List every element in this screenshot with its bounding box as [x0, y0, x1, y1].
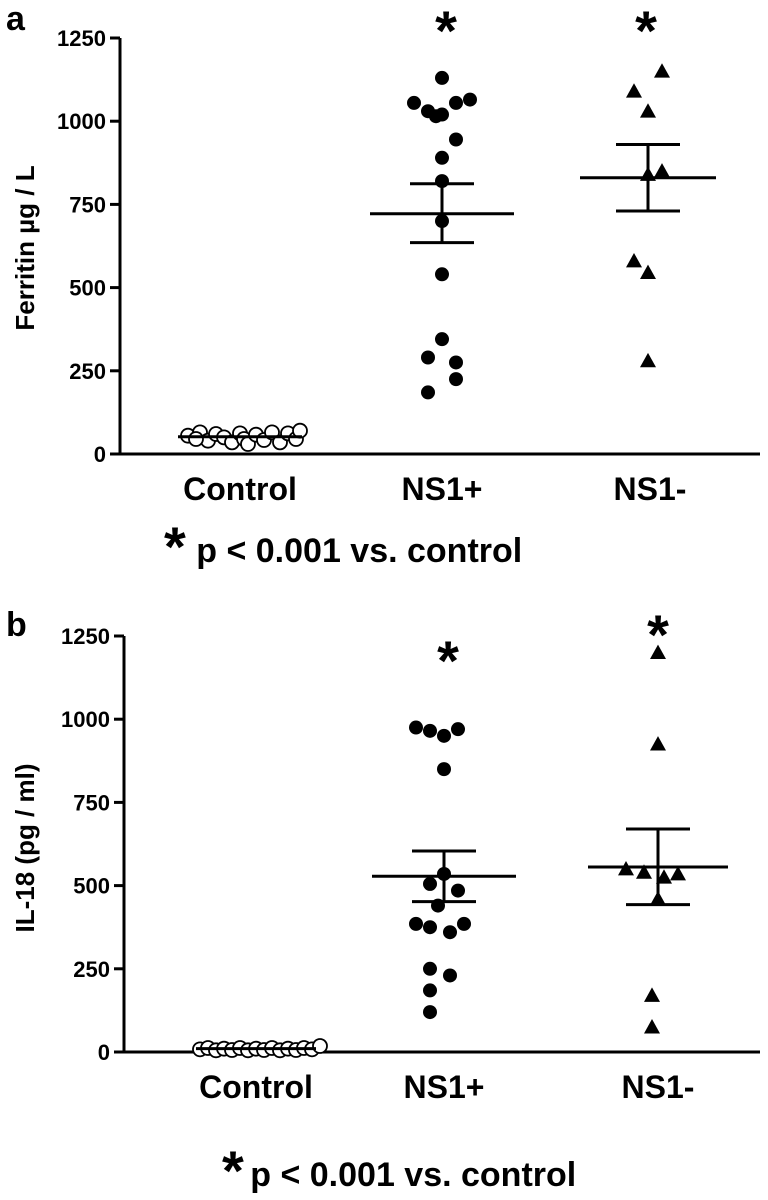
panel-a-significance-ns1-pos: * [435, 0, 457, 62]
data-point-ns1-pos [423, 723, 437, 738]
data-point-ns1-pos [435, 332, 449, 347]
data-point-ns1-neg [644, 1019, 660, 1034]
data-point-ns1-neg [650, 736, 666, 751]
panel-b-x-tick-control: Control [199, 1069, 313, 1105]
panel-b-label: b [6, 606, 27, 644]
panel-b-il18: b IL-18 (pg / ml) 0 250 500 750 1000 1250 Con… [6, 603, 760, 1200]
data-point-ns1-neg [636, 864, 652, 879]
data-point-ns1-pos [449, 355, 463, 370]
data-point-ns1-pos [421, 350, 435, 365]
panel-a-y-ticks: 0 250 500 750 1000 1250 [57, 26, 120, 467]
panel-a-ferritin: a Ferritin µg / L 0 250 500 750 1000 1250 Con… [6, 0, 760, 578]
data-point-ns1-neg [656, 869, 672, 884]
panel-b-footnote: * p < 0.001 vs. control [222, 1139, 576, 1200]
y-tick-label: 0 [98, 1040, 110, 1065]
panel-a-data-points [180, 63, 670, 452]
data-point-ns1-pos [451, 722, 465, 737]
panel-a-significance-ns1-neg: * [635, 0, 657, 62]
y-tick-label: 1250 [61, 624, 110, 649]
y-tick-label: 250 [73, 957, 110, 982]
y-tick-label: 1250 [57, 26, 106, 51]
y-tick-label: 1000 [57, 109, 106, 134]
data-point-ns1-neg [644, 987, 660, 1002]
y-tick-label: 500 [73, 874, 110, 899]
data-point-ns1-neg [640, 264, 656, 280]
data-point-ns1-pos [429, 109, 443, 124]
panel-a-x-tick-ns1-pos: NS1+ [402, 471, 483, 507]
data-point-ns1-neg [626, 252, 642, 268]
panel-a-x-tick-ns1-neg: NS1- [614, 471, 687, 507]
panel-a-footnote-star: * [164, 515, 186, 578]
data-point-ns1-pos [443, 968, 457, 983]
panel-b-x-tick-ns1-pos: NS1+ [404, 1069, 485, 1105]
data-point-ns1-pos [437, 728, 451, 743]
data-point-ns1-pos [435, 267, 449, 282]
y-tick-label: 0 [94, 442, 106, 467]
data-point-ns1-pos [451, 883, 465, 898]
data-point-ns1-pos [443, 925, 457, 940]
panel-b-y-axis-label: IL-18 (pg / ml) [10, 764, 40, 933]
y-tick-label: 1000 [61, 707, 110, 732]
panel-b-footnote-text: p < 0.001 vs. control [250, 1156, 576, 1194]
data-point-ns1-pos [409, 916, 423, 931]
panel-b-significance-ns1-pos: * [437, 629, 459, 692]
data-point-ns1-pos [423, 961, 437, 976]
data-point-ns1-pos [407, 95, 421, 110]
data-point-ns1-pos [435, 70, 449, 85]
panel-b-x-tick-ns1-neg: NS1- [622, 1069, 695, 1105]
y-tick-label: 750 [73, 790, 110, 815]
data-point-ns1-pos [423, 920, 437, 935]
data-point-ns1-neg [650, 644, 666, 660]
data-point-ns1-pos [409, 720, 423, 735]
y-tick-label: 750 [69, 192, 106, 217]
data-point-control [312, 1038, 328, 1054]
data-point-ns1-neg [654, 63, 670, 78]
data-point-ns1-neg [640, 352, 656, 368]
data-point-ns1-pos [423, 1005, 437, 1020]
data-point-ns1-pos [449, 132, 463, 147]
panel-a-label: a [6, 0, 26, 38]
panel-b-footnote-star: * [222, 1139, 244, 1200]
data-point-ns1-neg [654, 163, 670, 178]
data-point-ns1-neg [626, 83, 642, 98]
data-point-ns1-pos [463, 92, 477, 107]
data-point-ns1-pos [435, 150, 449, 165]
data-point-ns1-pos [449, 95, 463, 110]
panel-a-footnote-text: p < 0.001 vs. control [196, 532, 522, 570]
panel-b-y-ticks: 0 250 500 750 1000 1250 [61, 624, 124, 1065]
panel-b-mean-sem-bars [196, 827, 728, 1051]
panel-b-significance-ns1-neg: * [647, 603, 669, 666]
data-point-ns1-pos [457, 916, 471, 931]
data-point-ns1-pos [437, 762, 451, 777]
data-point-ns1-neg [670, 865, 686, 881]
panel-a-y-axis-label: Ferritin µg / L [10, 165, 40, 330]
panel-a-footnote: * p < 0.001 vs. control [164, 515, 522, 578]
panel-a-x-tick-control: Control [183, 471, 297, 507]
y-tick-label: 500 [69, 276, 106, 301]
data-point-control [188, 431, 204, 447]
data-point-ns1-neg [640, 103, 656, 118]
data-point-ns1-pos [423, 983, 437, 998]
y-tick-label: 250 [69, 359, 106, 384]
panel-a-mean-sem-bars [178, 142, 716, 439]
data-point-ns1-pos [449, 372, 463, 387]
data-point-ns1-pos [421, 385, 435, 400]
data-point-ns1-pos [423, 876, 437, 891]
